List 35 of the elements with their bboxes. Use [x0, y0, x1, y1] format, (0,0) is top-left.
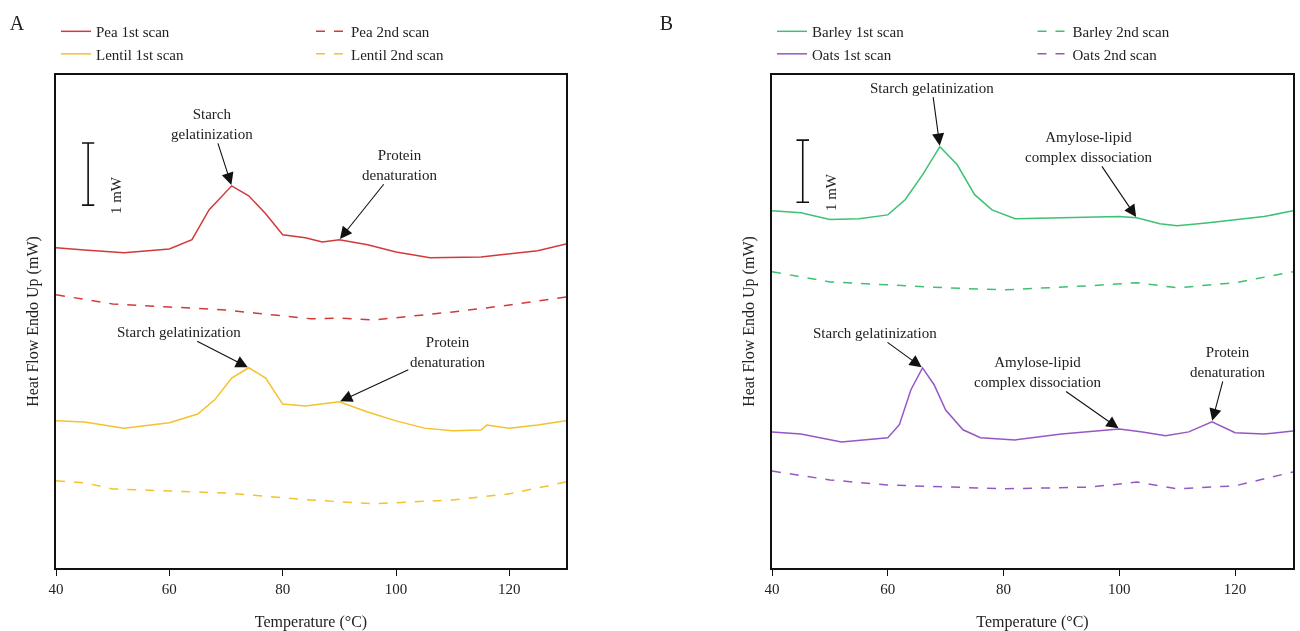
legend-label: Barley 2nd scan	[1072, 24, 1170, 41]
x-tick-label: 40	[48, 580, 64, 597]
x-tick-label: 120	[1223, 580, 1247, 597]
x-axis-title: Temperature (°C)	[976, 612, 1089, 631]
y-axis-title: Heat Flow Endo Up (mW)	[739, 236, 758, 407]
x-tick-label: 100	[384, 580, 408, 597]
chart-title: B	[659, 11, 674, 34]
x-tick-label: 60	[880, 580, 896, 597]
annotation: Starch gelatinization	[870, 80, 995, 96]
annotation: 1 mW	[822, 173, 839, 212]
legend-label: Pea 2nd scan	[351, 24, 430, 41]
legend-label: Oats 1st scan	[812, 46, 892, 63]
annotation: Protein denaturation	[1190, 344, 1266, 380]
annotation: 1 mW	[107, 176, 124, 215]
x-tick-label: 120	[498, 580, 521, 597]
annotation: Amylose-lipid complex dissociation	[974, 354, 1102, 390]
x-tick-label: 40	[764, 580, 780, 597]
x-tick-label: 80	[996, 580, 1012, 597]
annotation: Starch gelatinization	[813, 325, 938, 341]
annotation: Starch gelatinization	[117, 324, 242, 340]
annotation: Amylose-lipid complex dissociation	[1025, 129, 1153, 165]
x-tick-label: 100	[1108, 580, 1131, 597]
x-tick-label: 60	[161, 580, 177, 597]
annotation: Protein denaturation	[362, 147, 438, 183]
legend-label: Oats 2nd scan	[1072, 46, 1158, 63]
annotation: Protein denaturation	[410, 334, 486, 370]
x-axis-title: Temperature (°C)	[254, 612, 368, 631]
y-axis-title: Heat Flow Endo Up (mW)	[23, 236, 42, 407]
legend-label: Pea 1st scan	[96, 24, 170, 41]
legend-label: Lentil 2nd scan	[351, 46, 444, 63]
annotation: Starch gelatinization	[171, 106, 254, 142]
legend-label: Lentil 1st scan	[96, 46, 184, 63]
x-tick-label: 80	[275, 580, 291, 597]
chart-title: A	[9, 11, 25, 34]
legend-label: Barley 1st scan	[812, 24, 905, 41]
